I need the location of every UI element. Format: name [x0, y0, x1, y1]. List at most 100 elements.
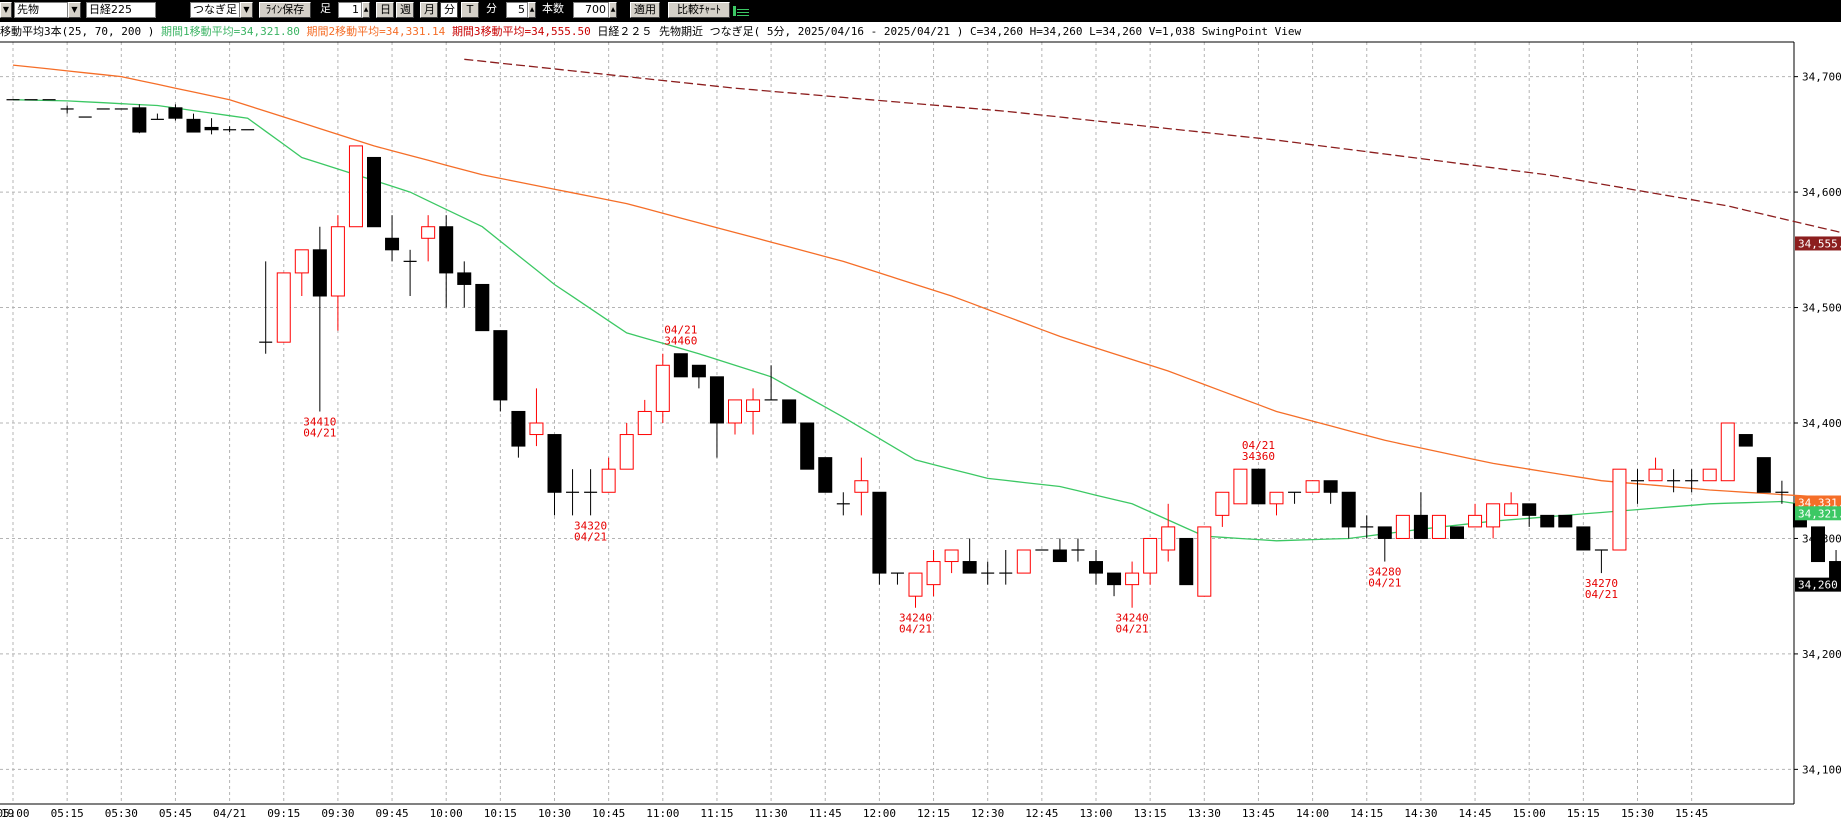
x-tick-label: 15:15: [1567, 807, 1600, 820]
candle-body: [186, 118, 201, 133]
swing-annotation: 34320: [574, 519, 607, 532]
x-tick-label: 12:30: [971, 807, 1004, 820]
candle-body: [547, 434, 562, 493]
instrument-select[interactable]: 日経225: [86, 2, 156, 18]
x-tick-label: 13:00: [1079, 807, 1112, 820]
candle-body: [1269, 491, 1284, 505]
candle-body: [1413, 514, 1428, 539]
swing-annotation: 34240: [1116, 612, 1149, 625]
candle-body: [800, 422, 815, 470]
price-tag: [1795, 577, 1841, 592]
candle-body: [872, 491, 887, 574]
line-save-button[interactable]: ﾗｲﾝ保存: [259, 2, 311, 18]
x-tick-label: 14:00: [1296, 807, 1329, 820]
candle-body: [746, 399, 761, 412]
swing-annotation: 04/21: [1585, 588, 1618, 601]
apply-button[interactable]: 適用: [630, 2, 660, 18]
candle-body: [1341, 491, 1356, 528]
corner-menu-button[interactable]: ▼: [0, 2, 12, 18]
interval-spinner-icon[interactable]: ▲: [362, 2, 370, 18]
indicator-periods: 25, 70, 200 ): [68, 25, 155, 38]
swing-annotation: 34270: [1585, 577, 1618, 590]
day-button[interactable]: 日: [376, 2, 394, 18]
x-tick-label: 12:15: [917, 807, 950, 820]
swing-annotation: 34410: [303, 415, 336, 428]
candle-body: [276, 272, 291, 343]
minute-button[interactable]: 分: [440, 2, 458, 18]
candle-body: [1522, 503, 1537, 516]
count-spinner-icon[interactable]: ▲: [609, 2, 617, 18]
swing-annotation: 34360: [1242, 450, 1275, 463]
x-tick-label: 15:30: [1621, 807, 1654, 820]
candle-body: [1052, 549, 1067, 563]
x-tick-label: 11:00: [646, 807, 679, 820]
x-tick-label: 11:45: [809, 807, 842, 820]
candle-body: [385, 237, 400, 251]
candle-body: [1504, 503, 1519, 516]
candle-body: [944, 549, 959, 563]
x-tick-prefix: 19: [1, 807, 14, 820]
minutes-spinner-icon[interactable]: ▲: [528, 2, 536, 18]
candle-body: [1179, 537, 1194, 586]
x-tick-label: 12:45: [1025, 807, 1058, 820]
chart-bars-icon[interactable]: [733, 3, 749, 17]
indicator-legend: 移動平均3本(25, 70, 200 ) 期間1移動平均=34,321.80 期…: [0, 24, 1301, 40]
candle-body: [1197, 526, 1212, 597]
x-tick-label: 15:00: [1513, 807, 1546, 820]
candle-body: [1215, 491, 1230, 516]
candle-body: [168, 107, 183, 119]
candle-body: [1811, 526, 1825, 563]
contract-select-chevron-down-icon[interactable]: ▼: [240, 2, 253, 18]
swing-annotation: 04/21: [574, 530, 607, 543]
price-tag-label: 34,260: [1798, 579, 1838, 592]
week-button[interactable]: 週: [396, 2, 414, 18]
candle-body: [439, 226, 454, 274]
interval-input[interactable]: 1: [338, 2, 362, 18]
minutes-input[interactable]: 5: [506, 2, 528, 18]
price-tag-label: 34,555.: [1798, 237, 1841, 250]
candle-body: [1107, 572, 1122, 586]
candle-body: [529, 422, 544, 436]
candle-body: [1016, 549, 1031, 574]
x-tick-label: 09:15: [267, 807, 300, 820]
price-tag: [1795, 495, 1841, 510]
candle-body: [330, 226, 345, 297]
x-tick-label: 14:15: [1350, 807, 1383, 820]
candle-body: [601, 468, 616, 493]
candle-body: [1576, 526, 1591, 551]
y-tick-label: 34,500: [1802, 302, 1841, 315]
x-tick-label: 04/21: [213, 807, 246, 820]
market-select[interactable]: 先物: [14, 2, 68, 18]
candle-body: [854, 480, 869, 493]
candle-body: [1125, 572, 1140, 586]
candle-body: [348, 145, 363, 228]
candle-body: [962, 561, 977, 574]
candle-body: [1648, 468, 1663, 482]
compare-chart-button[interactable]: 比較ﾁｬｰﾄ: [668, 2, 730, 18]
candle-body: [132, 107, 147, 133]
candle-body: [1395, 514, 1410, 539]
count-input[interactable]: 700: [573, 2, 609, 18]
swing-annotation: 04/21: [899, 623, 932, 636]
x-tick-label: 15:45: [1675, 807, 1708, 820]
x-tick-label: 14:45: [1458, 807, 1491, 820]
x-tick-label: 12:00: [863, 807, 896, 820]
swing-annotation: 34280: [1368, 566, 1401, 579]
candle-body: [1089, 561, 1103, 574]
ma1-line: [12, 99, 1841, 542]
candle-body: [1377, 526, 1392, 539]
x-tick-label: 10:15: [484, 807, 517, 820]
candle-body: [1450, 526, 1464, 539]
candle-body: [367, 156, 381, 228]
price-tag: [1795, 236, 1841, 251]
swing-annotation: 04/21: [303, 426, 336, 439]
tick-button[interactable]: T: [461, 2, 479, 18]
market-select-chevron-down-icon[interactable]: ▼: [68, 2, 81, 18]
contract-select[interactable]: つなぎ足: [190, 2, 240, 18]
candle-body: [511, 410, 526, 447]
month-button[interactable]: 月: [420, 2, 438, 18]
candle-body: [1486, 503, 1501, 528]
x-tick-label: 05:15: [51, 807, 84, 820]
candle-body: [1702, 468, 1717, 482]
